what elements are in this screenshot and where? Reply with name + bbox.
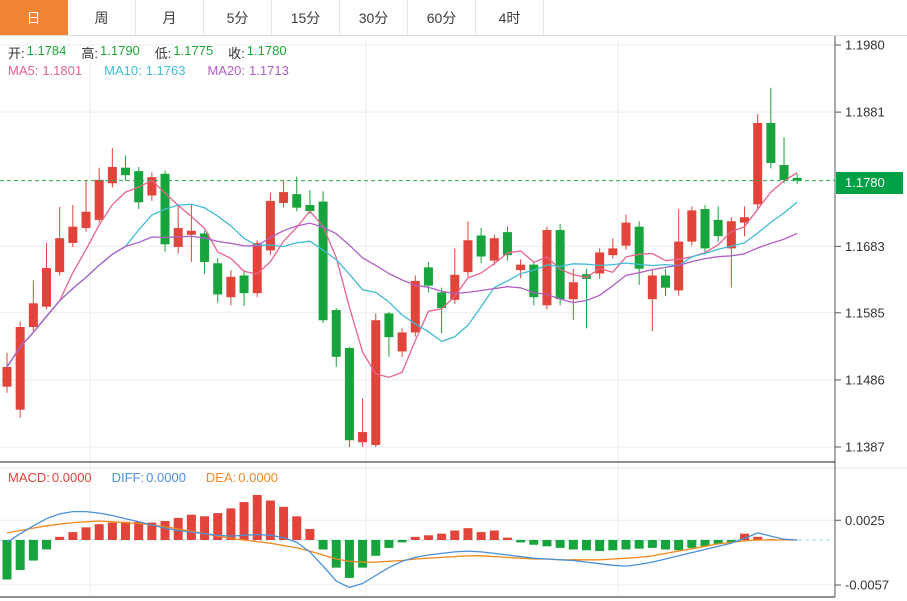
tab-15min[interactable]: 15分 bbox=[272, 0, 340, 35]
macd-axis-tick: -0.0057 bbox=[845, 578, 889, 593]
price-axis-tick: 1.1486 bbox=[845, 372, 885, 387]
price-axis-tick: 1.1387 bbox=[845, 440, 885, 455]
chart-area: 1.1980 1.1881 1.1683 1.1585 1.1486 1.1387 0.00… bbox=[0, 36, 907, 601]
macd-axis-tick: 0.0025 bbox=[845, 513, 885, 528]
tab-week[interactable]: 周 bbox=[68, 0, 136, 35]
tab-day[interactable]: 日 bbox=[0, 0, 68, 35]
price-axis-tick: 1.1585 bbox=[845, 305, 885, 320]
price-axis-tick: 1.1980 bbox=[845, 38, 885, 53]
price-axis-tick: 1.1683 bbox=[845, 239, 885, 254]
price-axis-tick: 1.1881 bbox=[845, 105, 885, 120]
tab-60min[interactable]: 60分 bbox=[408, 0, 476, 35]
tab-30min[interactable]: 30分 bbox=[340, 0, 408, 35]
candlestick-macd-chart[interactable]: 1.1980 1.1881 1.1683 1.1585 1.1486 1.1387 0.00… bbox=[0, 36, 907, 601]
tab-4hour[interactable]: 4时 bbox=[476, 0, 544, 35]
period-tabbar: 日 周 月 5分 15分 30分 60分 4时 bbox=[0, 0, 907, 36]
tab-5min[interactable]: 5分 bbox=[204, 0, 272, 35]
current-price-label: 1.1780 bbox=[836, 172, 903, 194]
tab-month[interactable]: 月 bbox=[136, 0, 204, 35]
